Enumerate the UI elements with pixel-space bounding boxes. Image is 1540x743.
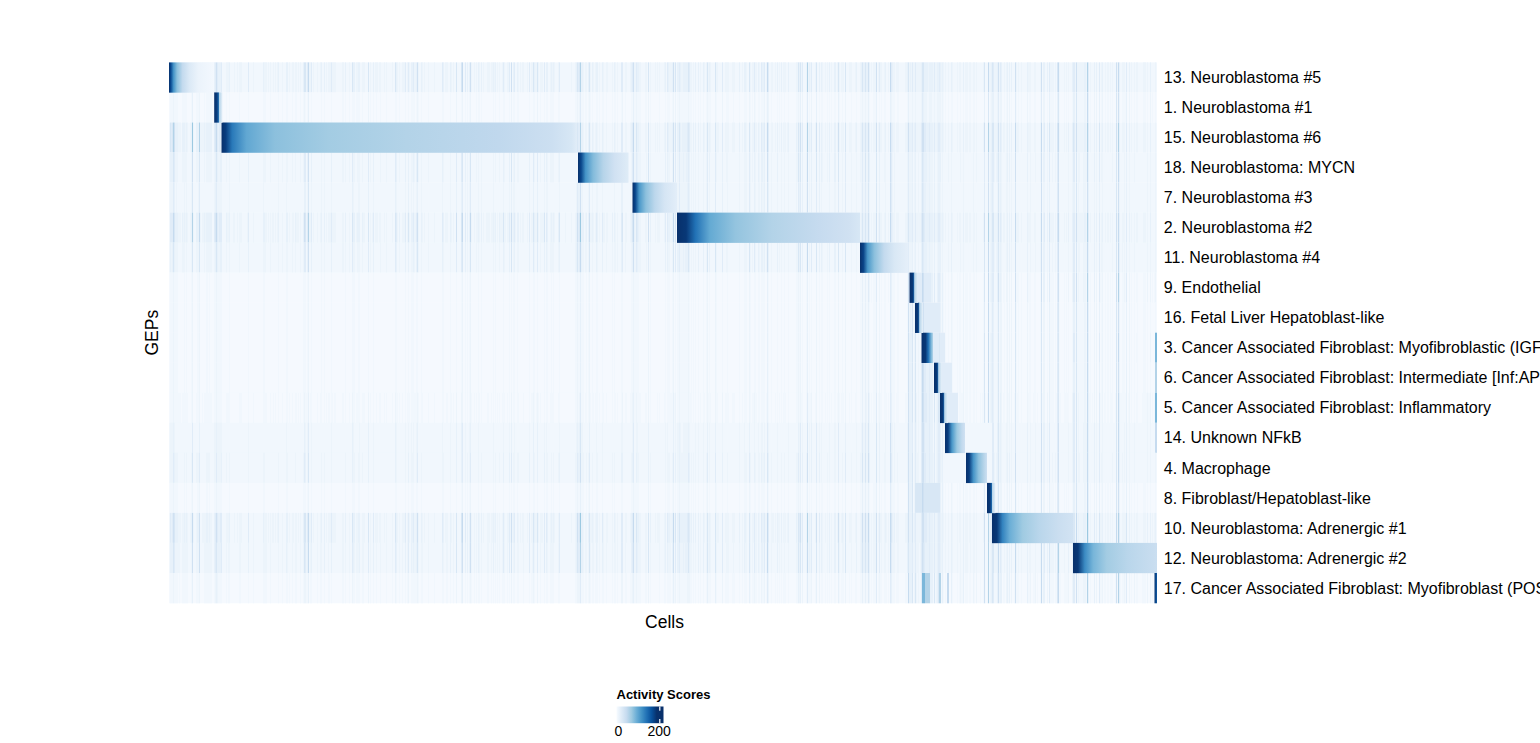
svg-text:16. Fetal Liver Hepatoblast-li: 16. Fetal Liver Hepatoblast-like <box>1164 309 1385 326</box>
svg-text:5. Cancer Associated Fibroblas: 5. Cancer Associated Fibroblast: Inflamm… <box>1164 399 1491 416</box>
svg-text:9. Endothelial: 9. Endothelial <box>1164 279 1261 296</box>
svg-text:3. Cancer Associated Fibroblas: 3. Cancer Associated Fibroblast: Myofibr… <box>1164 339 1540 356</box>
svg-text:200: 200 <box>648 723 672 739</box>
svg-text:14. Unknown NFkB: 14. Unknown NFkB <box>1164 429 1302 446</box>
svg-text:2. Neuroblastoma #2: 2. Neuroblastoma #2 <box>1164 219 1313 236</box>
svg-text:13. Neuroblastoma #5: 13. Neuroblastoma #5 <box>1164 69 1322 86</box>
svg-text:Activity Scores: Activity Scores <box>617 687 711 702</box>
svg-text:Cells: Cells <box>645 612 684 632</box>
svg-text:1. Neuroblastoma #1: 1. Neuroblastoma #1 <box>1164 99 1313 116</box>
svg-text:10. Neuroblastoma: Adrenergic: 10. Neuroblastoma: Adrenergic #1 <box>1164 520 1407 537</box>
svg-text:0: 0 <box>615 723 623 739</box>
svg-text:8. Fibroblast/Hepatoblast-like: 8. Fibroblast/Hepatoblast-like <box>1164 490 1371 507</box>
svg-text:GEPs: GEPs <box>142 310 162 356</box>
svg-text:7. Neuroblastoma #3: 7. Neuroblastoma #3 <box>1164 189 1313 206</box>
svg-text:18. Neuroblastoma: MYCN: 18. Neuroblastoma: MYCN <box>1164 159 1355 176</box>
svg-text:11. Neuroblastoma #4: 11. Neuroblastoma #4 <box>1164 249 1320 266</box>
svg-text:4. Macrophage: 4. Macrophage <box>1164 460 1271 477</box>
svg-text:6. Cancer Associated Fibroblas: 6. Cancer Associated Fibroblast: Interme… <box>1164 369 1540 386</box>
svg-text:12. Neuroblastoma: Adrenergic: 12. Neuroblastoma: Adrenergic #2 <box>1164 550 1407 567</box>
svg-text:15. Neuroblastoma #6: 15. Neuroblastoma #6 <box>1164 129 1322 146</box>
svg-text:17. Cancer Associated Fibrobla: 17. Cancer Associated Fibroblast: Myofib… <box>1164 580 1540 597</box>
